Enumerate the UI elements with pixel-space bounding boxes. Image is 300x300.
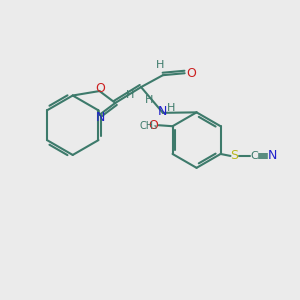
- Text: S: S: [230, 149, 238, 162]
- Text: O: O: [148, 119, 158, 132]
- Text: O: O: [187, 67, 196, 80]
- Text: N: N: [96, 111, 105, 124]
- Text: H: H: [167, 103, 175, 113]
- Text: CH₃: CH₃: [140, 121, 158, 131]
- Text: H: H: [145, 95, 153, 105]
- Text: N: N: [158, 105, 168, 119]
- Text: N: N: [267, 149, 277, 162]
- Text: C: C: [250, 151, 258, 161]
- Text: H: H: [126, 90, 134, 100]
- Text: O: O: [95, 82, 105, 94]
- Text: H: H: [156, 60, 164, 70]
